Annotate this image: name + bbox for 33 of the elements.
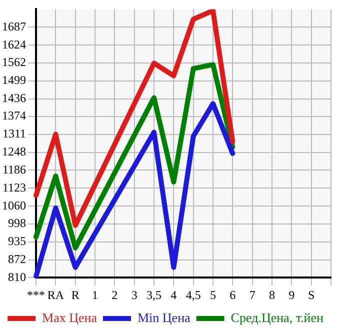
y-tick-label: 1687 <box>2 19 26 34</box>
y-tick-label: 1060 <box>2 198 26 212</box>
x-tick-label: 1 <box>92 288 98 302</box>
y-tick-label: 1562 <box>2 55 26 70</box>
x-tick-label: 3 <box>131 288 138 302</box>
x-tick-label: 5 <box>210 288 216 302</box>
y-tick-label: 1374 <box>2 108 26 123</box>
x-tick-label: 8 <box>269 288 275 302</box>
y-tick-label: 1123 <box>2 180 26 194</box>
y-tick-label: 935 <box>8 234 26 248</box>
x-tick-label: 2 <box>112 288 118 302</box>
legend-label: Min Цена <box>138 310 191 325</box>
x-tick-label: 9 <box>288 288 295 302</box>
x-tick-label: 6 <box>230 288 236 302</box>
y-tick-label: 998 <box>8 216 26 230</box>
y-tick-label: 1624 <box>2 37 26 52</box>
x-tick-label: RA <box>47 288 64 302</box>
x-tick-label: 3,5 <box>146 288 162 302</box>
legend-label: Max Цена <box>42 310 98 325</box>
x-tick-label: R <box>71 288 80 302</box>
x-tick-label: S <box>308 288 315 302</box>
x-tick-label: 7 <box>249 288 256 302</box>
x-tick-label: 4,5 <box>186 288 201 302</box>
y-tick-label: 1499 <box>2 73 26 88</box>
y-tick-label: 872 <box>8 252 26 266</box>
y-tick-label: 810 <box>8 270 26 284</box>
y-tick-label: 1436 <box>2 91 26 106</box>
y-tick-label: 1186 <box>2 162 26 176</box>
x-tick-label: *** <box>27 288 45 302</box>
x-tick-label: 4 <box>170 288 177 302</box>
legend-label: Сред.Цена, т.йен <box>230 310 324 325</box>
y-tick-label: 1248 <box>2 144 26 159</box>
y-tick-label: 1311 <box>2 126 26 141</box>
